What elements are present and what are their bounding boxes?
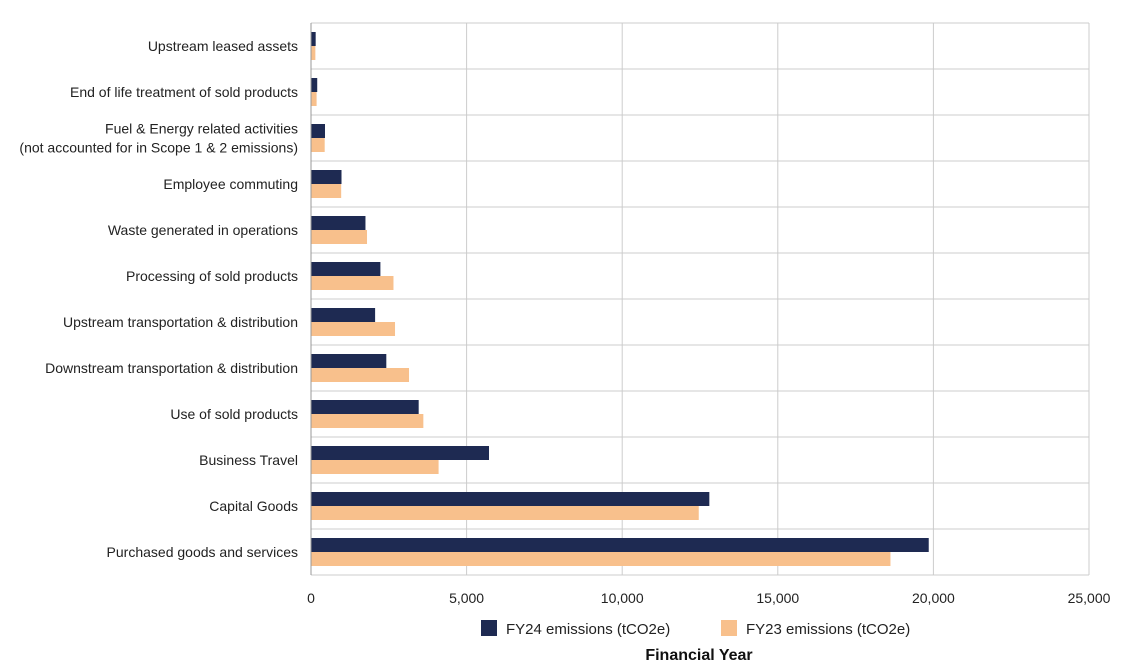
bar-fy24 — [311, 538, 929, 552]
bar-fy23 — [311, 322, 396, 336]
bar-fy23 — [311, 92, 317, 106]
category-label: Processing of sold products — [126, 268, 298, 284]
bar-fy24 — [311, 492, 710, 506]
legend-swatch — [481, 620, 497, 636]
bars — [311, 32, 929, 566]
x-tick-label: 5,000 — [449, 590, 484, 606]
category-label: Purchased goods and services — [107, 544, 298, 560]
category-label: Upstream transportation & distribution — [63, 314, 298, 330]
bar-fy23 — [311, 46, 316, 60]
bar-fy24 — [311, 124, 326, 138]
bar-fy24 — [311, 216, 366, 230]
category-label: Employee commuting — [163, 176, 298, 192]
bar-fy23 — [311, 276, 394, 290]
bar-fy23 — [311, 552, 891, 566]
x-tick-label: 20,000 — [912, 590, 955, 606]
legend-label: FY24 emissions (tCO2e) — [506, 621, 670, 638]
bar-fy24 — [311, 446, 490, 460]
category-label: End of life treatment of sold products — [70, 84, 298, 100]
x-tick-label: 15,000 — [756, 590, 799, 606]
bar-fy23 — [311, 460, 439, 474]
category-labels: Upstream leased assets End of life treatm… — [19, 38, 298, 560]
category-label: Waste generated in operations — [108, 222, 298, 238]
bar-fy24 — [311, 32, 316, 46]
category-label: Downstream transportation & distribution — [45, 360, 298, 376]
bar-fy23 — [311, 184, 342, 198]
category-label: Fuel & Energy related activities (not acc… — [19, 121, 298, 156]
bar-fy23 — [311, 230, 368, 244]
x-tick-label: 10,000 — [601, 590, 644, 606]
category-label: Upstream leased assets — [148, 38, 298, 54]
legend-label: FY23 emissions (tCO2e) — [746, 621, 910, 638]
bar-fy24 — [311, 262, 381, 276]
legend-item-fy24: FY24 emissions (tCO2e) — [481, 620, 670, 638]
bar-fy24 — [311, 170, 342, 184]
x-axis-title: Financial Year — [645, 647, 752, 664]
legend: FY24 emissions (tCO2e) FY23 emissions (tC… — [481, 620, 910, 638]
x-tick-label: 0 — [307, 590, 315, 606]
bar-fy24 — [311, 400, 419, 414]
bar-fy24 — [311, 78, 318, 92]
x-tick-labels: 0 5,000 10,000 15,000 20,000 25,000 — [307, 590, 1111, 606]
category-label: Business Travel — [199, 452, 298, 468]
category-label: Capital Goods — [209, 498, 298, 514]
bar-fy23 — [311, 506, 699, 520]
legend-swatch — [721, 620, 737, 636]
legend-item-fy23: FY23 emissions (tCO2e) — [721, 620, 910, 638]
bar-fy24 — [311, 354, 387, 368]
bar-fy23 — [311, 414, 424, 428]
x-tick-label: 25,000 — [1068, 590, 1111, 606]
bar-fy24 — [311, 308, 376, 322]
bar-fy23 — [311, 138, 325, 152]
bar-fy23 — [311, 368, 410, 382]
category-label: Use of sold products — [170, 406, 298, 422]
